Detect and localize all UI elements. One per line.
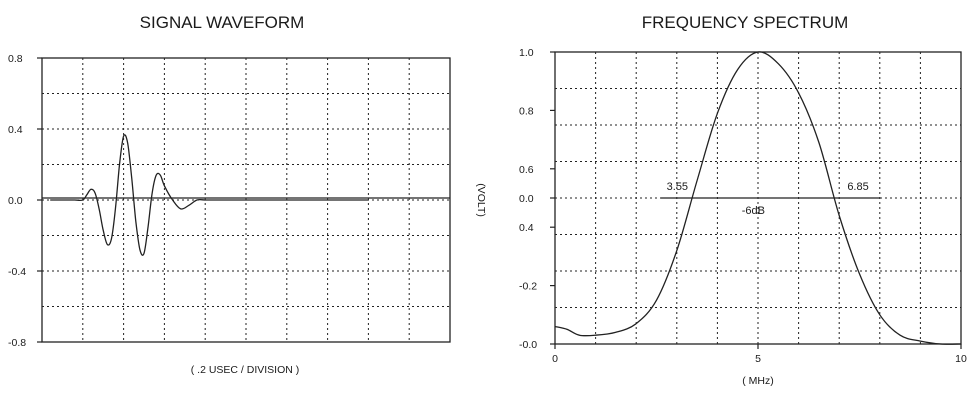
bandwidth-right-label: 6.85 [847, 181, 868, 193]
waveform-y-tick-labels: 0.8 0.4 0.0 -0.4 -0.8 [8, 53, 42, 349]
waveform-y-tick-label: 0.0 [8, 195, 23, 207]
spectrum-x-axis-label: ( MHz) [742, 375, 774, 387]
bandwidth-level-label: -6dB [742, 205, 765, 217]
waveform-series-line [50, 134, 369, 256]
spectrum-y-tick-label: 1.0 [519, 47, 534, 59]
spectrum-y-tick-label: 0.0 [519, 193, 534, 205]
waveform-y-tick-label: 0.4 [8, 124, 23, 136]
waveform-y-tick-label: 0.8 [8, 53, 23, 65]
signal-waveform-chart: SIGNAL WAVEFORM 0.8 0.4 0.0 -0.4 -0.8 ( .2 U… [8, 13, 451, 376]
waveform-y-tick-label: -0.8 [8, 337, 26, 349]
spectrum-x-tick-labels: 0 5 10 [552, 344, 967, 365]
spectrum-y-tick-label: 0.8 [519, 105, 534, 117]
waveform-y-tick-label: -0.4 [8, 266, 26, 278]
waveform-x-axis-label: ( .2 USEC / DIVISION ) [191, 364, 300, 376]
spectrum-y-tick-label: 0.6 [519, 164, 534, 176]
spectrum-y-axis-label: (VOLT) [475, 183, 487, 217]
bandwidth-left-label: 3.55 [667, 181, 688, 193]
spectrum-y-tick-labels: 1.0 0.8 0.6 0.0 0.4 -0.2 -0.0 [519, 47, 555, 351]
spectrum-x-tick-label: 10 [955, 353, 967, 365]
spectrum-title: FREQUENCY SPECTRUM [642, 13, 849, 32]
frequency-spectrum-chart: FREQUENCY SPECTRUM (VOLT) 1.0 0.8 0.6 0.0 0.… [475, 13, 967, 387]
waveform-title: SIGNAL WAVEFORM [140, 13, 305, 32]
spectrum-y-tick-label: -0.2 [519, 281, 537, 293]
spectrum-y-tick-label: 0.4 [519, 222, 534, 234]
spectrum-x-tick-label: 0 [552, 353, 558, 365]
spectrum-series-line [554, 51, 962, 345]
spectrum-y-tick-label: -0.0 [519, 339, 537, 351]
spectrum-x-tick-label: 5 [755, 353, 761, 365]
